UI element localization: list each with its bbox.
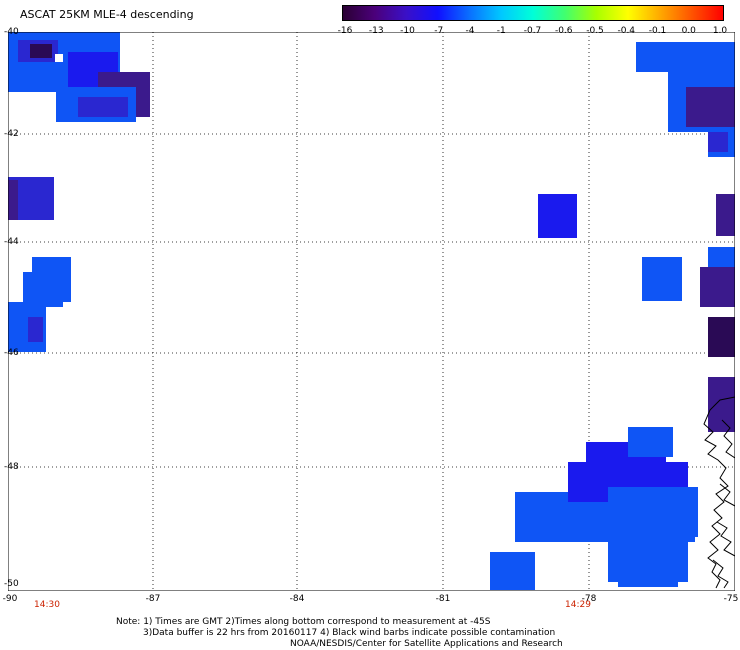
color-scale-tick-label: 1.0	[712, 26, 728, 36]
color-scale-tick-label: -7	[434, 26, 444, 36]
wind-data-cell	[636, 42, 735, 72]
color-scale-tick-label: -13	[368, 26, 384, 36]
wind-data-cell	[78, 97, 128, 117]
lon-label: -75	[723, 594, 739, 604]
wind-data-cell	[686, 87, 735, 127]
wind-data-cell	[490, 552, 535, 590]
pass-time-label: 14:29	[565, 600, 591, 610]
lat-label: -42	[4, 129, 19, 139]
lon-label: -81	[435, 594, 451, 604]
lat-label: -40	[4, 27, 19, 37]
color-scale-tick-label: -10	[400, 26, 415, 36]
color-scale-tick-label: 0.0	[681, 26, 696, 36]
note-line: NOAA/NESDIS/Center for Satellite Applica…	[290, 639, 563, 649]
wind-data-cell	[608, 487, 698, 537]
lon-label: -78	[581, 594, 597, 604]
color-scale-tick-label: -0.5	[586, 26, 604, 36]
lon-label: -90	[2, 594, 18, 604]
lat-label: -50	[4, 579, 19, 589]
color-scale-tick-label: -1	[496, 26, 506, 36]
color-scale-tick-label: -0.6	[554, 26, 573, 36]
coastline	[703, 396, 735, 589]
wind-data-cell	[28, 317, 43, 342]
wind-data-cell	[30, 44, 52, 58]
color-scale-tick-label: -4	[465, 26, 475, 36]
wind-data-cell	[23, 272, 63, 307]
wind-data-swaths	[8, 32, 735, 590]
wind-data-cell	[708, 377, 735, 432]
wind-data-cell	[642, 257, 682, 301]
wind-data-cell	[618, 557, 678, 587]
lat-label: -48	[4, 462, 19, 472]
wind-data-cell	[708, 317, 735, 357]
wind-data-cell	[700, 267, 735, 307]
note-line: 3)Data buffer is 22 hrs from 20160117 4)…	[143, 628, 556, 638]
color-scale-tick-label: -0.7	[523, 26, 542, 36]
wind-data-cell	[538, 194, 577, 238]
lat-label: -46	[4, 348, 19, 358]
note-line: Note: 1) Times are GMT 2)Times along bot…	[116, 617, 491, 627]
map-title: ASCAT 25KM MLE-4 descending	[20, 8, 194, 21]
color-scale-bar	[342, 5, 724, 21]
color-scale-tick-label: -0.4	[617, 26, 636, 36]
color-scale-tick-label: -16	[337, 26, 353, 36]
lon-label: -84	[289, 594, 305, 604]
wind-data-cell	[628, 427, 673, 457]
wind-data-cell	[8, 180, 18, 220]
lon-label: -87	[145, 594, 161, 604]
wind-data-cell	[55, 54, 63, 62]
color-scale-tick-label: -0.1	[648, 26, 667, 36]
lat-label: -44	[4, 237, 19, 247]
wind-data-cell	[716, 194, 735, 236]
map-plot	[8, 32, 735, 591]
wind-data-cell	[708, 132, 728, 152]
pass-time-label: 14:30	[34, 600, 60, 610]
